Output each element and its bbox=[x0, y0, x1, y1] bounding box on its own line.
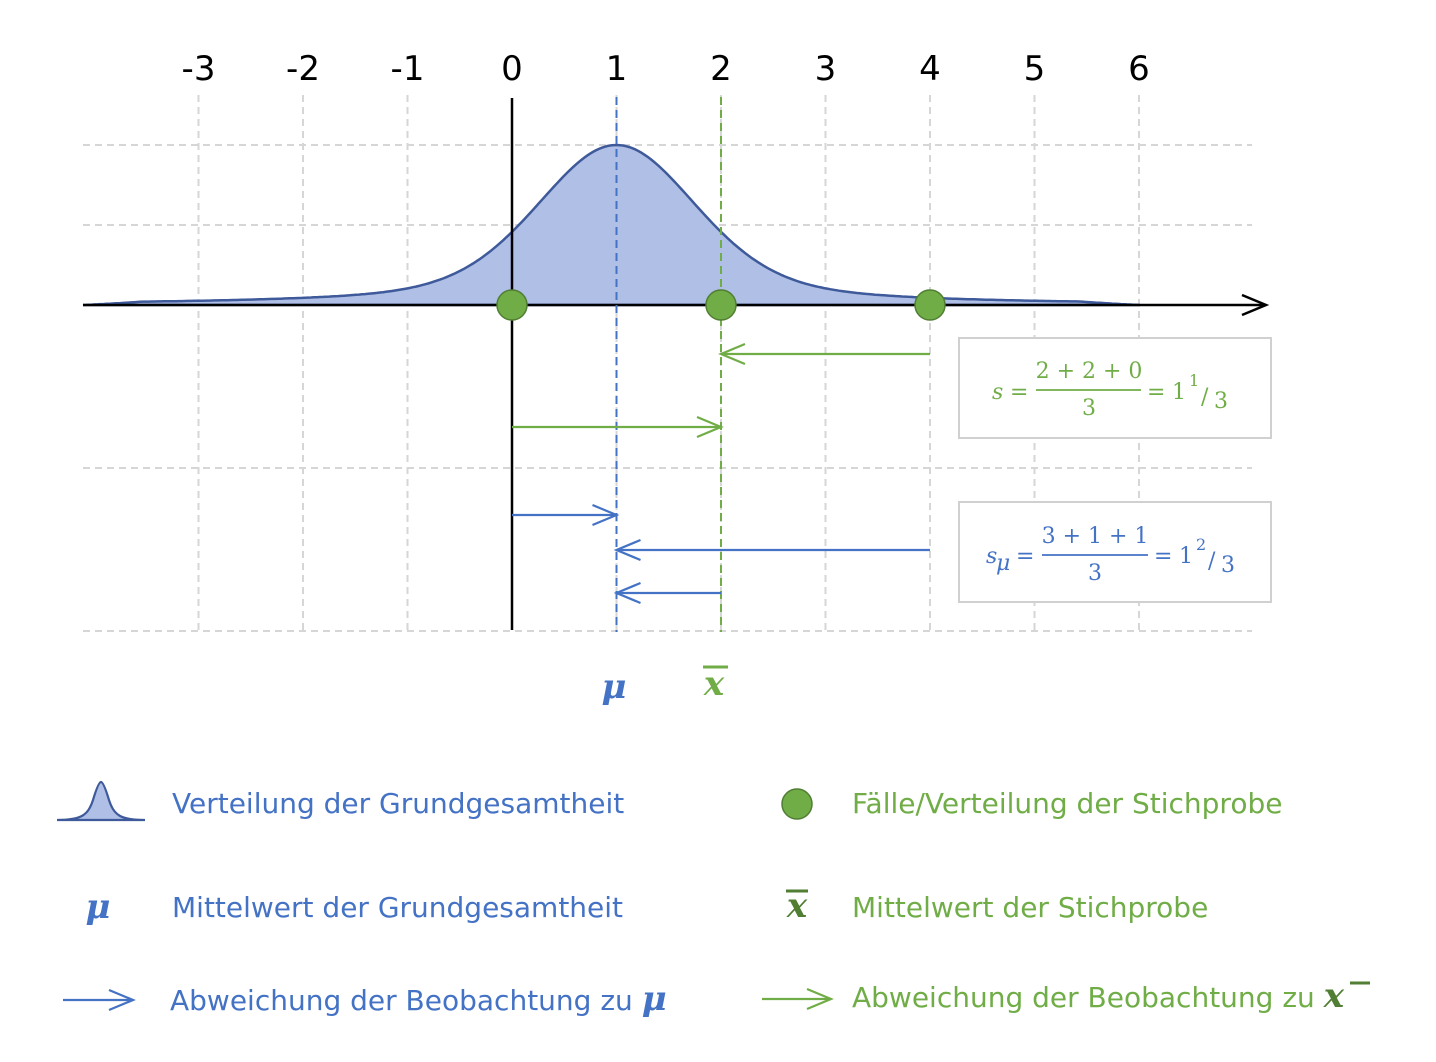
formula-s-mu-sub: μ bbox=[996, 551, 1010, 576]
formula-s-mu-numerator: 3 + 1 + 1 bbox=[1042, 524, 1149, 549]
formula-s-slash: / bbox=[1201, 385, 1209, 410]
legend-mu-icon: μ bbox=[86, 887, 111, 927]
mu-marker-label: μ bbox=[602, 667, 627, 707]
legend-population-mean: Mittelwert der Grundgesamtheit bbox=[172, 891, 623, 924]
legend-population-distribution: Verteilung der Grundgesamtheit bbox=[172, 787, 624, 820]
formula-s-mu-slash: / bbox=[1208, 549, 1216, 574]
legend-deviation-mu-prefix: Abweichung der Beobachtung zu bbox=[170, 984, 642, 1017]
xbar-marker-label: x bbox=[703, 664, 725, 704]
formula-s-denominator: 3 bbox=[1082, 396, 1096, 421]
formula-s-lhs: s bbox=[992, 380, 1003, 405]
x-tick-label: 5 bbox=[1024, 49, 1046, 89]
legend-xbar-icon: x bbox=[786, 886, 808, 926]
x-tick-label: 0 bbox=[501, 49, 523, 89]
x-tick-label: -3 bbox=[182, 49, 216, 89]
formula-s-eq: = bbox=[1010, 380, 1028, 405]
legend-sample-mean: Mittelwert der Stichprobe bbox=[852, 891, 1208, 924]
legend-deviation-xbar-symbol: x bbox=[1323, 976, 1345, 1016]
formula-s-mu-eq2: = bbox=[1154, 544, 1172, 569]
sample-points bbox=[496, 289, 946, 321]
legend: Verteilung der Grundgesamtheit Fälle/Ver… bbox=[56, 780, 1370, 1019]
formula-s-mu-result-num: 2 bbox=[1196, 535, 1206, 554]
legend-deviation-mu-symbol: μ bbox=[642, 979, 667, 1019]
x-tick-label: 4 bbox=[919, 49, 941, 89]
formula-box-s-mu: s μ = 3 + 1 + 1 3 = 1 2 / 3 bbox=[958, 501, 1272, 603]
formula-s-mu-lhs: s bbox=[986, 544, 997, 569]
formula-s-result-whole: 1 bbox=[1172, 380, 1186, 405]
legend-deviation-xbar: Abweichung der Beobachtung zu x bbox=[852, 976, 1345, 1016]
deviation-arrows bbox=[512, 342, 930, 605]
x-tick-labels: -3 -2 -1 0 1 2 3 4 5 6 bbox=[182, 49, 1150, 89]
formula-s-result-den: 3 bbox=[1214, 389, 1228, 414]
x-tick-label: 2 bbox=[710, 49, 732, 89]
formula-s-eq2: = bbox=[1147, 380, 1165, 405]
legend-deviation-xbar-prefix: Abweichung der Beobachtung zu bbox=[852, 981, 1324, 1014]
formula-s-mu-denominator: 3 bbox=[1088, 561, 1102, 586]
formula-s-mu-result-whole: 1 bbox=[1179, 544, 1193, 569]
formula-s-mu-eq: = bbox=[1016, 544, 1034, 569]
x-tick-label: 1 bbox=[606, 49, 628, 89]
legend-sample-cases: Fälle/Verteilung der Stichprobe bbox=[852, 787, 1282, 820]
x-tick-label: 3 bbox=[815, 49, 837, 89]
legend-sample-point-icon bbox=[781, 788, 813, 820]
sample-point bbox=[705, 289, 737, 321]
formula-s-result-num: 1 bbox=[1189, 371, 1199, 390]
sample-point bbox=[496, 289, 528, 321]
x-tick-label: -2 bbox=[286, 49, 320, 89]
formula-box-s: s = 2 + 2 + 0 3 = 1 1 / 3 bbox=[958, 337, 1272, 439]
formula-s-mu-result-den: 3 bbox=[1221, 553, 1235, 578]
x-tick-label: -1 bbox=[391, 49, 425, 89]
sample-point bbox=[914, 289, 946, 321]
formula-s-numerator: 2 + 2 + 0 bbox=[1036, 359, 1143, 384]
x-tick-label: 6 bbox=[1128, 49, 1150, 89]
population-distribution-curve bbox=[82, 143, 1140, 307]
legend-deviation-mu: Abweichung der Beobachtung zu μ bbox=[170, 979, 667, 1019]
legend-curve-icon bbox=[56, 780, 146, 822]
